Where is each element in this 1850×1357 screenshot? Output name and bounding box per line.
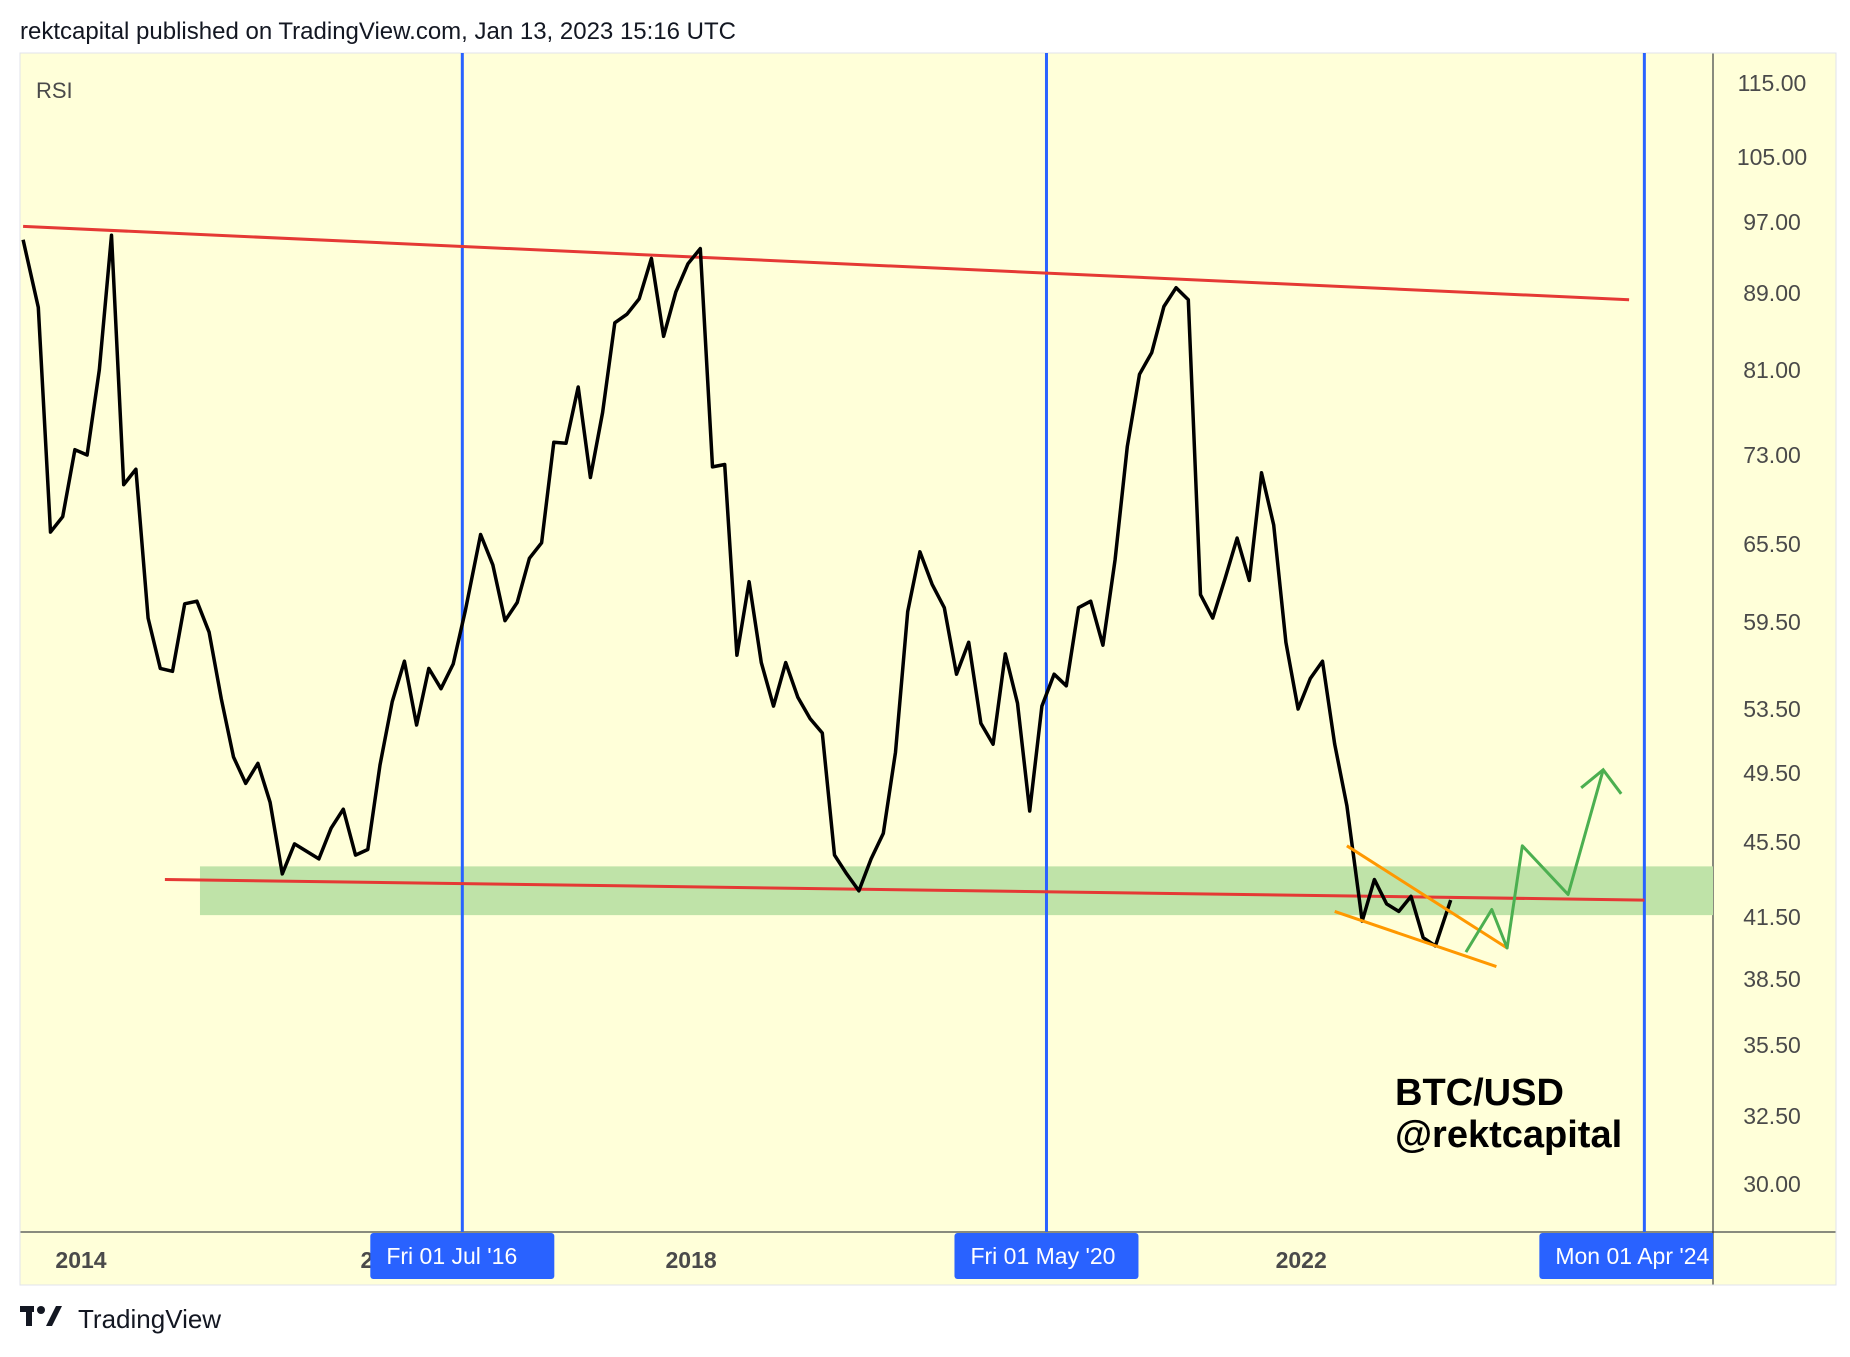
footer-branding: TradingView — [20, 1304, 221, 1335]
cycle-date-badge-label: Fri 01 Jul '16 — [386, 1243, 517, 1269]
cycle-date-badge-bg — [1539, 1233, 1713, 1279]
y-tick-label: 81.00 — [1743, 357, 1801, 383]
plot-background — [20, 53, 1836, 1285]
y-tick-label: 35.50 — [1743, 1032, 1801, 1058]
footer-brand-label: TradingView — [78, 1304, 222, 1334]
cycle-date-badge-label: Fri 01 May '20 — [970, 1243, 1115, 1269]
y-tick-label: 38.50 — [1743, 966, 1801, 992]
watermark-line-1: BTC/USD — [1395, 1072, 1564, 1114]
wedge-lower-line — [1334, 909, 1497, 969]
chart-frame — [19, 52, 1837, 1286]
cycle-date-badge-bg — [954, 1233, 1139, 1279]
y-tick-label: 41.50 — [1743, 904, 1801, 930]
y-tick-label: 59.50 — [1743, 609, 1801, 635]
y-tick-label: 49.50 — [1743, 760, 1801, 786]
tradingview-logo-icon — [20, 1304, 70, 1335]
y-tick-label: 53.50 — [1743, 696, 1801, 722]
support-trendline — [164, 878, 1645, 902]
projection-path — [1464, 769, 1605, 953]
y-tick-label: 45.50 — [1743, 829, 1801, 855]
rsi-series-line — [21, 233, 1453, 948]
y-tick-label: 30.00 — [1743, 1171, 1801, 1197]
y-tick-label: 32.50 — [1743, 1103, 1801, 1129]
y-tick-label: 89.00 — [1743, 280, 1801, 306]
cycle-date-badge-2: Fri 01 May '20 — [954, 1233, 1139, 1279]
cycle-date-badge-1: Fri 01 Jul '16 — [370, 1233, 555, 1279]
watermark-line-2: @rektcapital — [1395, 1114, 1622, 1156]
y-tick-label: 115.00 — [1738, 70, 1807, 96]
cycle-date-badge-bg — [370, 1233, 555, 1279]
y-tick-label: 65.50 — [1743, 531, 1801, 557]
y-tick-label: 105.00 — [1737, 144, 1807, 170]
cycle-date-badge-label: Mon 01 Apr '24 — [1555, 1243, 1709, 1269]
projection-arrowhead — [1580, 767, 1623, 795]
x-tick-label: 2022 — [1276, 1247, 1327, 1273]
x-tick-label: 2018 — [666, 1247, 717, 1273]
resistance-trendline — [23, 224, 1630, 302]
cycle-date-badge-3: Mon 01 Apr '24 — [1539, 1233, 1713, 1279]
y-tick-label: 73.00 — [1743, 442, 1801, 468]
publication-header: rektcapital published on TradingView.com… — [20, 18, 736, 45]
x-tick-label: 2014 — [55, 1247, 106, 1273]
y-tick-label: 97.00 — [1743, 209, 1801, 235]
indicator-label: RSI — [36, 78, 73, 103]
